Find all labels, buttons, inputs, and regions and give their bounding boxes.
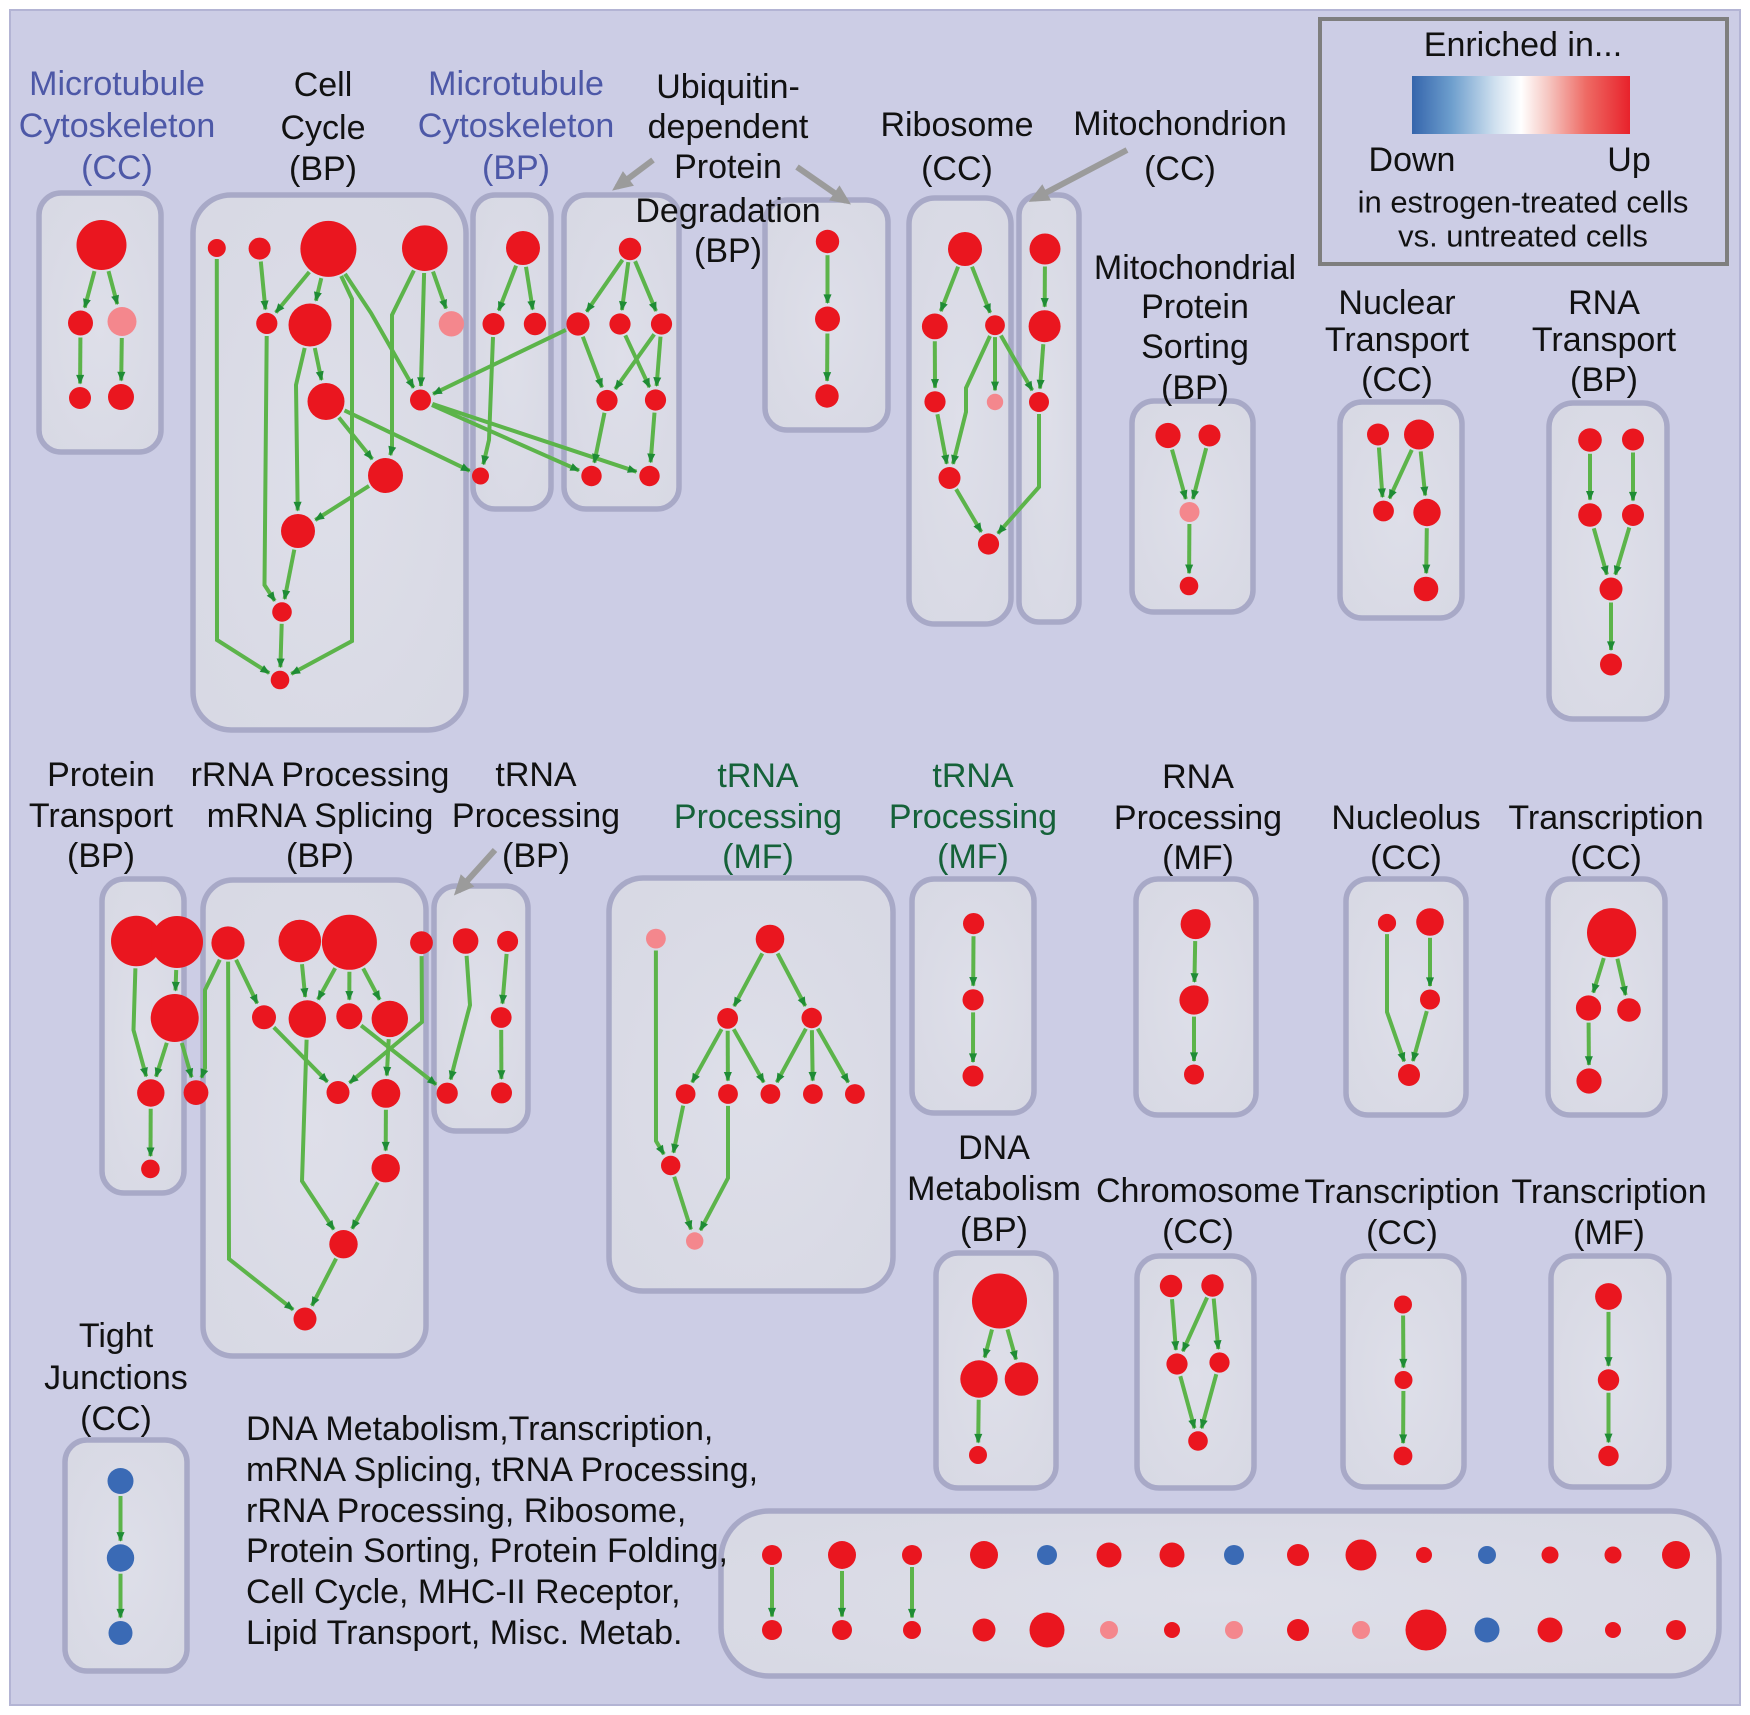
svg-text:Transcription: Transcription: [1511, 1173, 1706, 1211]
svg-text:Protein: Protein: [674, 148, 782, 186]
svg-text:(BP): (BP): [289, 150, 357, 188]
svg-text:Metabolism: Metabolism: [907, 1170, 1081, 1208]
svg-text:(CC): (CC): [1370, 839, 1442, 877]
svg-text:(BP): (BP): [960, 1211, 1028, 1249]
svg-text:Cell Cycle, MHC-II Receptor,: Cell Cycle, MHC-II Receptor,: [246, 1573, 681, 1611]
svg-text:Down: Down: [1369, 141, 1456, 179]
svg-text:Cell: Cell: [294, 66, 353, 104]
svg-text:DNA Metabolism,Transcription,: DNA Metabolism,Transcription,: [246, 1410, 713, 1448]
svg-text:(CC): (CC): [1366, 1214, 1438, 1252]
svg-text:(MF): (MF): [937, 838, 1009, 876]
svg-text:Cycle: Cycle: [280, 109, 365, 147]
svg-text:mRNA Splicing: mRNA Splicing: [207, 797, 434, 835]
svg-text:Junctions: Junctions: [44, 1359, 188, 1397]
svg-text:Tight: Tight: [79, 1317, 154, 1355]
svg-text:Up: Up: [1607, 141, 1650, 179]
svg-text:(MF): (MF): [722, 838, 794, 876]
svg-text:Cytoskeleton: Cytoskeleton: [418, 107, 615, 145]
svg-text:Cytoskeleton: Cytoskeleton: [19, 107, 216, 145]
svg-text:Mitochondrial: Mitochondrial: [1094, 249, 1296, 287]
svg-text:Microtubule: Microtubule: [29, 65, 205, 103]
svg-text:Transport: Transport: [29, 797, 174, 835]
svg-text:(CC): (CC): [1162, 1213, 1234, 1251]
svg-text:(CC): (CC): [921, 150, 993, 188]
svg-text:Microtubule: Microtubule: [428, 65, 604, 103]
svg-text:Processing: Processing: [1114, 799, 1282, 837]
svg-text:(MF): (MF): [1573, 1214, 1645, 1252]
svg-text:Enriched in...: Enriched in...: [1424, 26, 1622, 64]
svg-text:DNA: DNA: [958, 1129, 1030, 1167]
svg-text:(BP): (BP): [1570, 361, 1638, 399]
svg-text:(BP): (BP): [1161, 369, 1229, 407]
svg-text:(CC): (CC): [80, 1400, 152, 1438]
svg-text:(CC): (CC): [81, 149, 153, 187]
svg-text:Ubiquitin-: Ubiquitin-: [656, 68, 800, 106]
svg-text:Chromosome: Chromosome: [1096, 1172, 1300, 1210]
svg-text:Mitochondrion: Mitochondrion: [1073, 105, 1287, 143]
svg-text:Degradation: Degradation: [635, 192, 820, 230]
svg-text:(BP): (BP): [694, 232, 762, 270]
svg-text:Lipid Transport, Misc. Metab.: Lipid Transport, Misc. Metab.: [246, 1614, 683, 1652]
svg-text:Transport: Transport: [1532, 321, 1677, 359]
svg-text:vs. untreated cells: vs. untreated cells: [1398, 219, 1648, 254]
svg-text:rRNA Processing: rRNA Processing: [191, 756, 450, 794]
svg-text:tRNA: tRNA: [932, 757, 1014, 795]
svg-text:Transport: Transport: [1325, 321, 1470, 359]
svg-text:(BP): (BP): [67, 837, 135, 875]
svg-text:rRNA Processing, Ribosome,: rRNA Processing, Ribosome,: [246, 1492, 686, 1530]
svg-text:(BP): (BP): [286, 837, 354, 875]
svg-text:Protein: Protein: [1141, 288, 1249, 326]
svg-text:tRNA: tRNA: [495, 756, 577, 794]
svg-text:Sorting: Sorting: [1141, 328, 1249, 366]
svg-text:Nuclear: Nuclear: [1338, 284, 1455, 322]
svg-text:(BP): (BP): [502, 837, 570, 875]
svg-text:dependent: dependent: [648, 108, 809, 146]
svg-text:Nucleolus: Nucleolus: [1331, 799, 1480, 837]
svg-text:Processing: Processing: [674, 798, 842, 836]
svg-text:Processing: Processing: [452, 797, 620, 835]
svg-text:Protein: Protein: [47, 756, 155, 794]
svg-text:Transcription: Transcription: [1304, 1173, 1499, 1211]
svg-text:tRNA: tRNA: [717, 757, 799, 795]
svg-text:(MF): (MF): [1162, 839, 1234, 877]
svg-text:(BP): (BP): [482, 149, 550, 187]
svg-text:RNA: RNA: [1162, 758, 1234, 796]
svg-text:(CC): (CC): [1144, 150, 1216, 188]
svg-text:in estrogen-treated cells: in estrogen-treated cells: [1358, 185, 1689, 220]
svg-text:Transcription: Transcription: [1508, 799, 1703, 837]
svg-text:(CC): (CC): [1570, 839, 1642, 877]
svg-text:(CC): (CC): [1361, 361, 1433, 399]
svg-text:RNA: RNA: [1568, 284, 1640, 322]
svg-text:Protein Sorting, Protein Foldi: Protein Sorting, Protein Folding,: [246, 1532, 728, 1570]
svg-text:Ribosome: Ribosome: [880, 106, 1033, 144]
svg-text:mRNA Splicing, tRNA Processing: mRNA Splicing, tRNA Processing,: [246, 1451, 758, 1489]
svg-text:Processing: Processing: [889, 798, 1057, 836]
